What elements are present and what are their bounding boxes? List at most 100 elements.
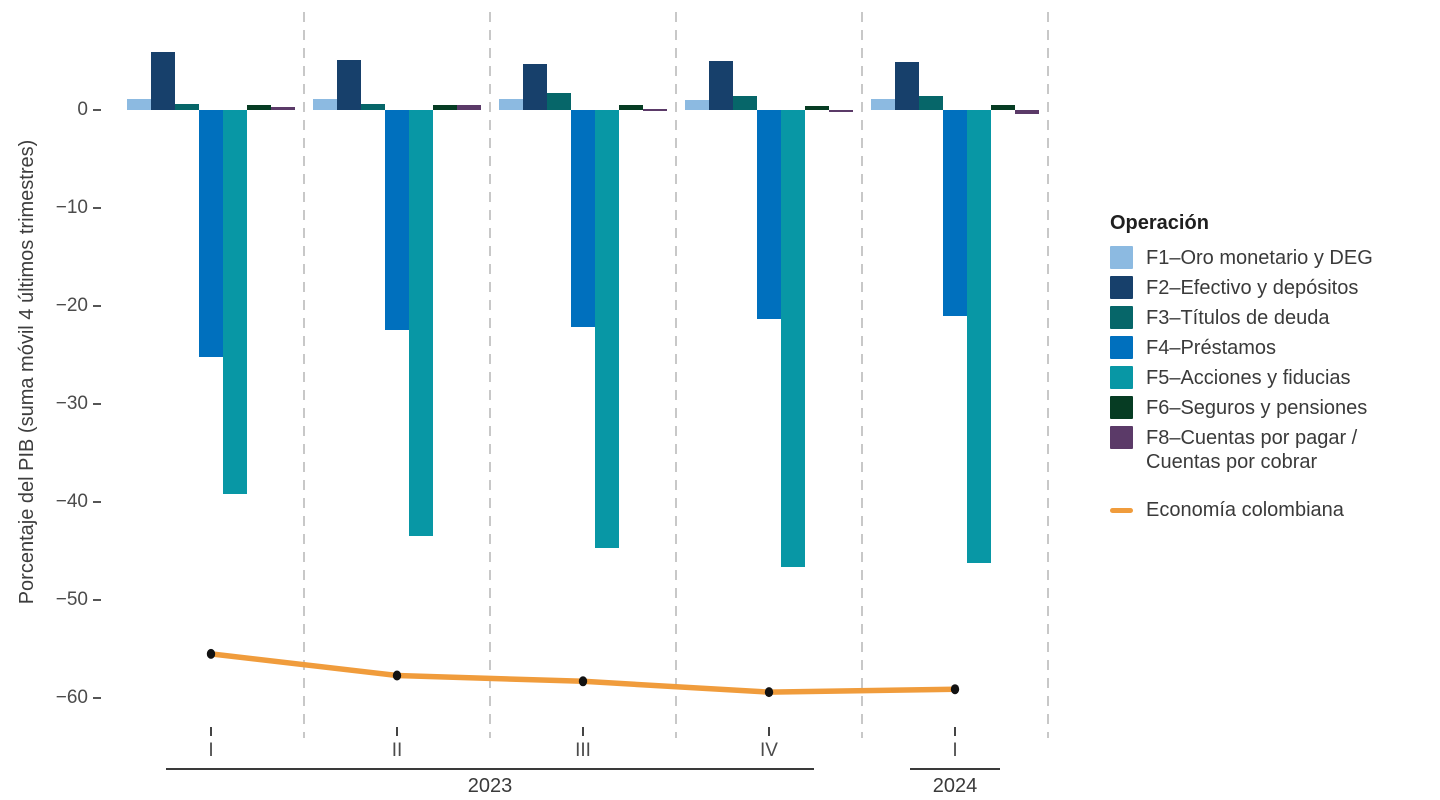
y-tick-label: 0 (77, 99, 88, 120)
x-tick-mark (396, 727, 398, 736)
year-axis-line (910, 768, 1000, 770)
bar-F3-I-2023 (175, 104, 199, 110)
legend-item-label: F3–Títulos de deuda (1146, 307, 1330, 329)
legend-swatch (1110, 366, 1133, 389)
bar-F1-I-2024 (871, 99, 895, 110)
legend-item-label: F5–Acciones y fiducias (1146, 367, 1351, 389)
bar-F4-I-2024 (943, 110, 967, 316)
legend-item-label: F8–Cuentas por pagar / Cuentas por cobra… (1146, 427, 1358, 473)
y-tick-label: −50 (55, 589, 88, 610)
legend-item-label: Economía colombiana (1146, 499, 1344, 521)
x-quarter-label: I (952, 740, 958, 761)
bar-F3-II-2023 (361, 104, 385, 110)
bar-F5-IV-2023 (781, 110, 805, 567)
bar-F8-I-2024 (1015, 110, 1039, 114)
y-tick-label: −40 (55, 491, 88, 512)
legend: Operación F1–Oro monetario y DEG F2–Efect… (1110, 212, 1440, 528)
bar-F8-I-2023 (271, 107, 295, 110)
legend-item: F2–Efectivo y depósitos (1110, 276, 1440, 300)
bar-F1-II-2023 (313, 99, 337, 110)
quarter-separator (861, 12, 863, 738)
legend-line-swatch (1110, 507, 1133, 513)
bar-F2-III-2023 (523, 63, 547, 110)
y-tick-mark (93, 697, 101, 699)
legend-item: F3–Títulos de deuda (1110, 306, 1440, 330)
year-axis-line (166, 768, 814, 770)
bar-F4-I-2023 (199, 110, 223, 357)
legend-item-label: F1–Oro monetario y DEG (1146, 247, 1373, 269)
quarter-separator (675, 12, 677, 738)
quarter-separator (489, 12, 491, 738)
y-tick-mark (93, 403, 101, 405)
legend-swatch (1110, 276, 1133, 299)
bar-F6-IV-2023 (805, 106, 829, 110)
gridline-major (103, 697, 1063, 699)
bar-F2-I-2024 (895, 61, 919, 110)
legend-item-label: F2–Efectivo y depósitos (1146, 277, 1359, 299)
legend-swatch (1110, 306, 1133, 329)
y-tick-mark (93, 109, 101, 111)
bar-F2-II-2023 (337, 60, 361, 110)
bar-F1-III-2023 (499, 99, 523, 110)
gridline-major (103, 501, 1063, 503)
bar-F1-I-2023 (127, 99, 151, 110)
legend-item: F8–Cuentas por pagar / Cuentas por cobra… (1110, 426, 1440, 474)
x-quarter-label: III (575, 740, 591, 761)
bar-F5-III-2023 (595, 110, 619, 549)
bar-F6-I-2024 (991, 105, 1015, 110)
legend-items: F1–Oro monetario y DEG F2–Efectivo y depó… (1110, 246, 1440, 522)
legend-item: F5–Acciones y fiducias (1110, 366, 1440, 390)
y-tick-mark (93, 207, 101, 209)
gridline-minor (103, 550, 1063, 552)
gridline-major (103, 11, 1063, 13)
x-quarter-label: IV (760, 740, 778, 761)
bar-F2-I-2023 (151, 52, 175, 110)
legend-item: F6–Seguros y pensiones (1110, 396, 1440, 420)
legend-item-label: F4–Préstamos (1146, 337, 1277, 359)
bar-F3-I-2024 (919, 96, 943, 110)
year-label: 2024 (932, 775, 978, 797)
bar-F6-I-2023 (247, 105, 271, 110)
x-tick-mark (768, 727, 770, 736)
gridline-major (103, 403, 1063, 405)
bar-F4-III-2023 (571, 110, 595, 327)
legend-swatch (1110, 426, 1133, 449)
gridline-minor (103, 60, 1063, 62)
x-quarter-label: II (391, 740, 403, 761)
gridline-minor (103, 452, 1063, 454)
bar-F3-IV-2023 (733, 96, 757, 110)
bar-F3-III-2023 (547, 93, 571, 110)
legend-item: F4–Préstamos (1110, 336, 1440, 360)
y-tick-mark (93, 599, 101, 601)
gridline-minor (103, 648, 1063, 650)
bar-F6-II-2023 (433, 105, 457, 110)
legend-title: Operación (1110, 212, 1209, 234)
legend-swatch (1110, 396, 1133, 419)
bar-F8-II-2023 (457, 105, 481, 110)
bar-F1-IV-2023 (685, 100, 709, 110)
y-tick-label: −10 (55, 197, 88, 218)
quarter-separator (1047, 12, 1049, 738)
gridline-minor (103, 354, 1063, 356)
legend-swatch (1110, 246, 1133, 269)
year-label: 2023 (467, 775, 513, 797)
bar-F4-IV-2023 (757, 110, 781, 319)
y-tick-label: −30 (55, 393, 88, 414)
bar-F5-I-2024 (967, 110, 991, 563)
y-tick-label: −20 (55, 295, 88, 316)
bar-F8-III-2023 (643, 108, 667, 111)
x-tick-mark (210, 727, 212, 736)
x-quarter-label: I (208, 740, 214, 761)
bar-F4-II-2023 (385, 110, 409, 330)
legend-item: F1–Oro monetario y DEG (1110, 246, 1440, 270)
bar-F5-II-2023 (409, 110, 433, 537)
bar-F2-IV-2023 (709, 61, 733, 110)
x-tick-mark (954, 727, 956, 736)
legend-item-label: F6–Seguros y pensiones (1146, 397, 1368, 419)
bar-F6-III-2023 (619, 105, 643, 110)
quarter-separator (303, 12, 305, 738)
gridline-major (103, 599, 1063, 601)
bar-F8-IV-2023 (829, 110, 853, 112)
